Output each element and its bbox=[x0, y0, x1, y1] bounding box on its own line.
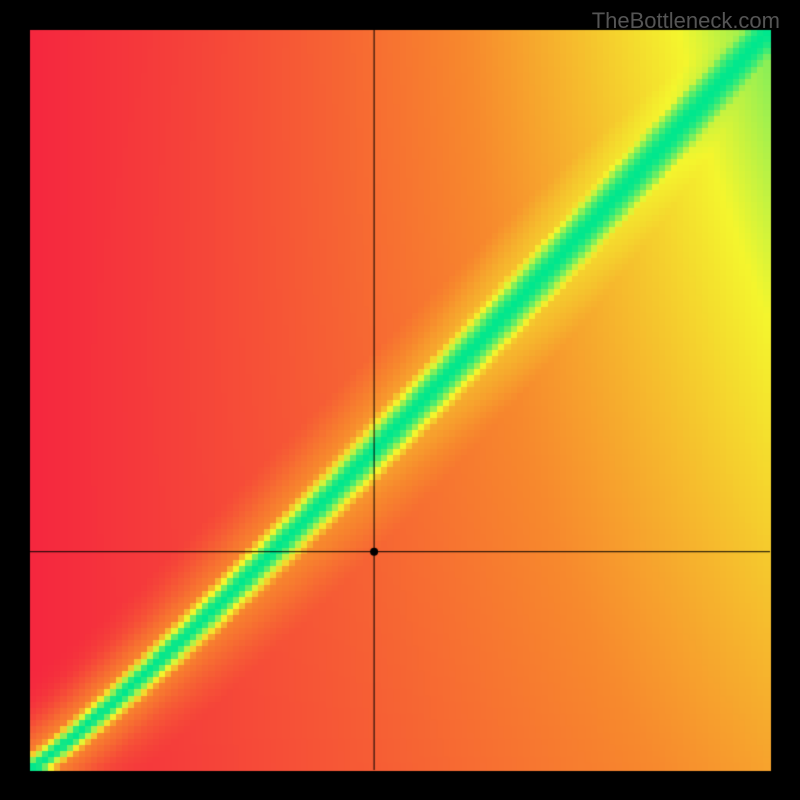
chart-container: TheBottleneck.com bbox=[0, 0, 800, 800]
watermark-text: TheBottleneck.com bbox=[592, 8, 780, 34]
bottleneck-heatmap bbox=[0, 0, 800, 800]
